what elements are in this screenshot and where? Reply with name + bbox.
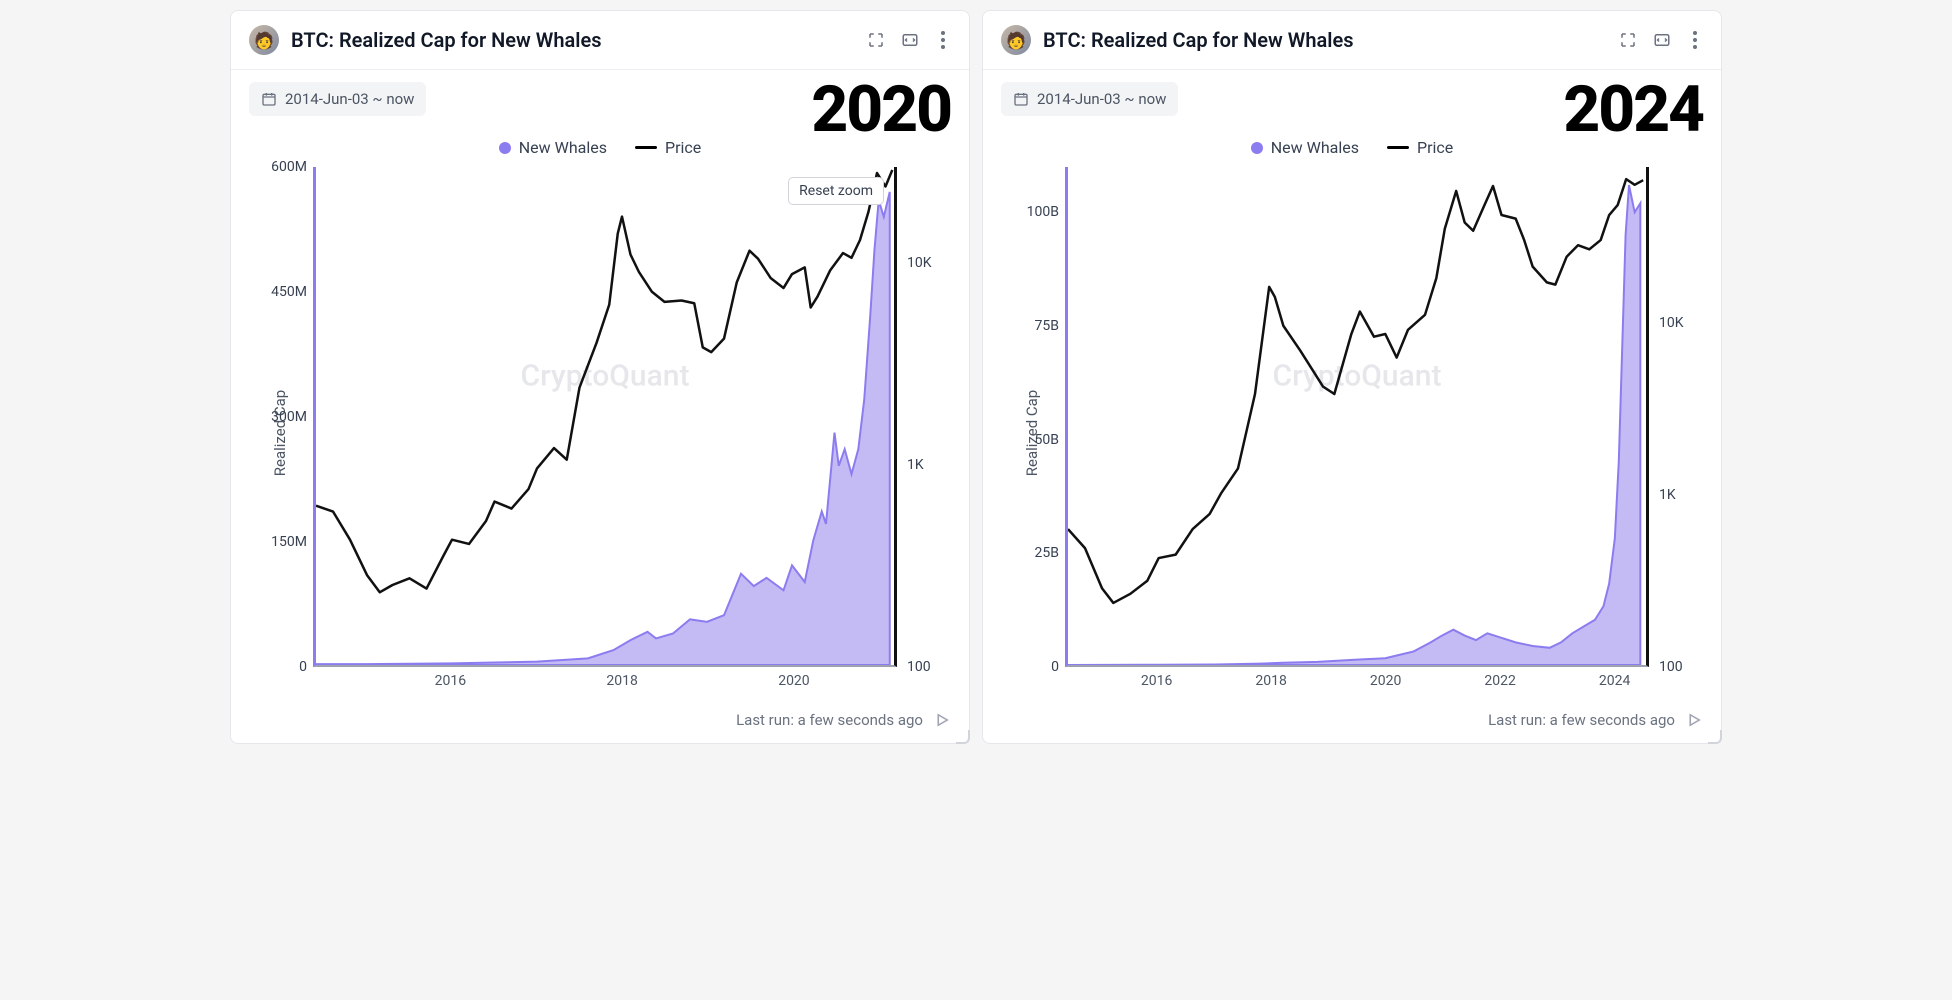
legend-label: New Whales — [519, 138, 607, 157]
expand-icon[interactable] — [867, 31, 885, 49]
y-tick-label: 450M — [271, 284, 307, 300]
calendar-icon — [1013, 91, 1029, 107]
chart-card: 🧑 BTC: Realized Cap for New Whales 2014-J… — [230, 10, 970, 744]
resize-corner-icon[interactable] — [956, 730, 970, 744]
left-y-ticks: 0150M300M450M600M — [249, 167, 313, 667]
legend-label: Price — [1417, 138, 1453, 157]
legend-item-price[interactable]: Price — [635, 138, 701, 157]
subheader: 2014-Jun-03 ~ now2020 — [231, 70, 969, 116]
chart-area: Realized Cap025B50B75B100BCryptoQuant 10… — [983, 163, 1721, 703]
y-tick-label: 600M — [271, 159, 307, 175]
y-tick-label: 300M — [271, 409, 307, 425]
header-actions — [1619, 29, 1703, 51]
x-tick-label: 2016 — [1141, 673, 1172, 689]
x-tick-label: 2018 — [1255, 673, 1286, 689]
legend-item-new-whales[interactable]: New Whales — [499, 138, 607, 157]
y-tick-label: 50B — [1035, 432, 1059, 448]
y-tick-label: 0 — [1051, 659, 1059, 675]
x-ticks: 2016 2018 2020 — [313, 667, 897, 695]
expand-icon[interactable] — [1619, 31, 1637, 49]
author-avatar[interactable]: 🧑 — [249, 25, 279, 55]
legend-item-price[interactable]: Price — [1387, 138, 1453, 157]
code-icon[interactable] — [901, 31, 919, 49]
date-range-text: 2014-Jun-03 ~ now — [285, 90, 414, 108]
y-tick-label: 100 — [907, 659, 931, 675]
card-header: 🧑 BTC: Realized Cap for New Whales — [983, 11, 1721, 70]
date-range-chip[interactable]: 2014-Jun-03 ~ now — [249, 82, 426, 116]
date-range-chip[interactable]: 2014-Jun-03 ~ now — [1001, 82, 1178, 116]
code-icon[interactable] — [1653, 31, 1671, 49]
y-tick-label: 0 — [299, 659, 307, 675]
card-title: BTC: Realized Cap for New Whales — [291, 28, 867, 52]
line-series-price — [1068, 179, 1643, 603]
subheader: 2014-Jun-03 ~ now2024 — [983, 70, 1721, 116]
plot-region[interactable]: CryptoQuant — [1065, 167, 1649, 667]
x-tick-label: 2020 — [1370, 673, 1401, 689]
x-tick-label: 2024 — [1599, 673, 1630, 689]
more-menu-icon[interactable] — [1687, 29, 1703, 51]
last-run-text: Last run: a few seconds ago — [1488, 711, 1675, 729]
calendar-icon — [261, 91, 277, 107]
date-range-text: 2014-Jun-03 ~ now — [1037, 90, 1166, 108]
card-header: 🧑 BTC: Realized Cap for New Whales — [231, 11, 969, 70]
year-overlay-label: 2024 — [1563, 78, 1703, 142]
last-run-text: Last run: a few seconds ago — [736, 711, 923, 729]
x-tick-label: 2022 — [1484, 673, 1515, 689]
area-series-new-whales — [316, 192, 890, 665]
y-tick-label: 10K — [1659, 315, 1684, 331]
reset-zoom-button[interactable]: Reset zoom — [788, 177, 884, 205]
y-tick-label: 1K — [1659, 487, 1676, 503]
x-tick-label: 2018 — [606, 673, 637, 689]
x-tick-label: 2020 — [778, 673, 809, 689]
x-ticks: 2016 2018 2020 2022 2024 — [1065, 667, 1649, 695]
left-y-ticks: 025B50B75B100B — [1001, 167, 1065, 667]
more-menu-icon[interactable] — [935, 29, 951, 51]
chart-svg — [1068, 167, 1646, 665]
legend-label: Price — [665, 138, 701, 157]
line-series-price — [316, 170, 892, 592]
y-tick-label: 25B — [1035, 545, 1059, 561]
card-footer: Last run: a few seconds ago — [983, 703, 1721, 743]
card-title: BTC: Realized Cap for New Whales — [1043, 28, 1619, 52]
area-series-new-whales — [1068, 185, 1640, 665]
plot-region[interactable]: CryptoQuant Reset zoom — [313, 167, 897, 667]
legend-label: New Whales — [1271, 138, 1359, 157]
y-tick-label: 1K — [907, 457, 924, 473]
y-tick-label: 100B — [1027, 204, 1059, 220]
right-y-ticks: 1001K10K — [897, 167, 951, 667]
chart-svg — [316, 167, 894, 665]
chart-card: 🧑 BTC: Realized Cap for New Whales 2014-J… — [982, 10, 1722, 744]
run-icon[interactable] — [1685, 711, 1703, 729]
run-icon[interactable] — [933, 711, 951, 729]
legend-item-new-whales[interactable]: New Whales — [1251, 138, 1359, 157]
y-tick-label: 100 — [1659, 659, 1683, 675]
resize-corner-icon[interactable] — [1708, 730, 1722, 744]
y-tick-label: 10K — [907, 255, 932, 271]
x-tick-label: 2016 — [435, 673, 466, 689]
author-avatar[interactable]: 🧑 — [1001, 25, 1031, 55]
chart-area: Realized Cap0150M300M450M600MCryptoQuant… — [231, 163, 969, 703]
year-overlay-label: 2020 — [811, 78, 951, 142]
y-tick-label: 150M — [271, 534, 307, 550]
y-tick-label: 75B — [1035, 318, 1059, 334]
card-footer: Last run: a few seconds ago — [231, 703, 969, 743]
right-y-ticks: 1001K10K — [1649, 167, 1703, 667]
header-actions — [867, 29, 951, 51]
